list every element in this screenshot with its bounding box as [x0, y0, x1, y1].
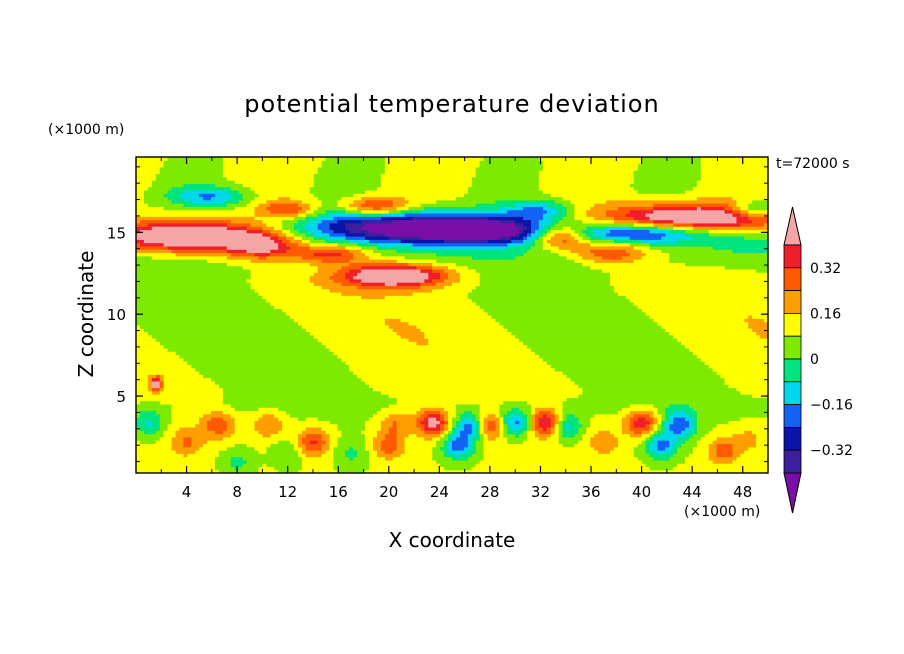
y-axis-label: Z coordinate — [74, 251, 98, 378]
y-axis: 5 10 15 — [107, 166, 768, 463]
colorbar-segment — [783, 358, 802, 383]
colorbar: 0.32 0.16 0 −0.16 −0.32 — [783, 206, 853, 514]
x-tick-label: 12 — [278, 483, 297, 501]
y-tick-label: 10 — [107, 306, 126, 324]
colorbar-max-arrow — [783, 206, 802, 246]
colorbar-tick-label: −0.16 — [810, 398, 853, 414]
x-tick-label: 24 — [430, 483, 449, 501]
x-tick-label: 32 — [531, 483, 550, 501]
colorbar-min-arrow — [783, 472, 802, 514]
colorbar-segment — [783, 426, 802, 451]
time-label: t=72000 s — [776, 156, 850, 172]
x-tick-label: 20 — [379, 483, 398, 501]
colorbar-segment — [783, 449, 802, 474]
x-tick-label: 16 — [329, 483, 348, 501]
x-tick-label: 44 — [683, 483, 702, 501]
x-tick-label: 40 — [632, 483, 651, 501]
y-tick-label: 5 — [116, 388, 126, 406]
x-unit-label: (×1000 m) — [684, 504, 760, 520]
chart-title: potential temperature deviation — [244, 90, 659, 118]
x-axis-label: X coordinate — [389, 528, 516, 552]
colorbar-segment — [783, 312, 802, 337]
colorbar-tick-label: 0.32 — [810, 261, 841, 277]
y-unit-label: (×1000 m) — [48, 122, 124, 138]
colorbar-tick-label: −0.32 — [810, 443, 853, 459]
x-tick-label: 4 — [182, 483, 192, 501]
colorbar-tick-label: 0.16 — [810, 306, 841, 322]
colorbar-tick-label: 0 — [810, 352, 819, 368]
x-tick-label: 8 — [232, 483, 242, 501]
colorbar-segment — [783, 290, 802, 314]
colorbar-segment — [783, 267, 802, 291]
x-tick-label: 48 — [733, 483, 752, 501]
x-tick-label: 28 — [480, 483, 499, 501]
contour-field — [136, 157, 768, 473]
colorbar-segment — [783, 381, 802, 405]
colorbar-segment — [783, 244, 802, 269]
plot-frame — [135, 156, 769, 474]
x-tick-label: 36 — [581, 483, 600, 501]
x-axis: 4 8 12 16 20 24 28 32 36 40 44 48 — [160, 157, 752, 501]
colorbar-segment — [783, 404, 802, 428]
colorbar-segment — [783, 335, 802, 360]
y-tick-label: 15 — [107, 224, 126, 242]
